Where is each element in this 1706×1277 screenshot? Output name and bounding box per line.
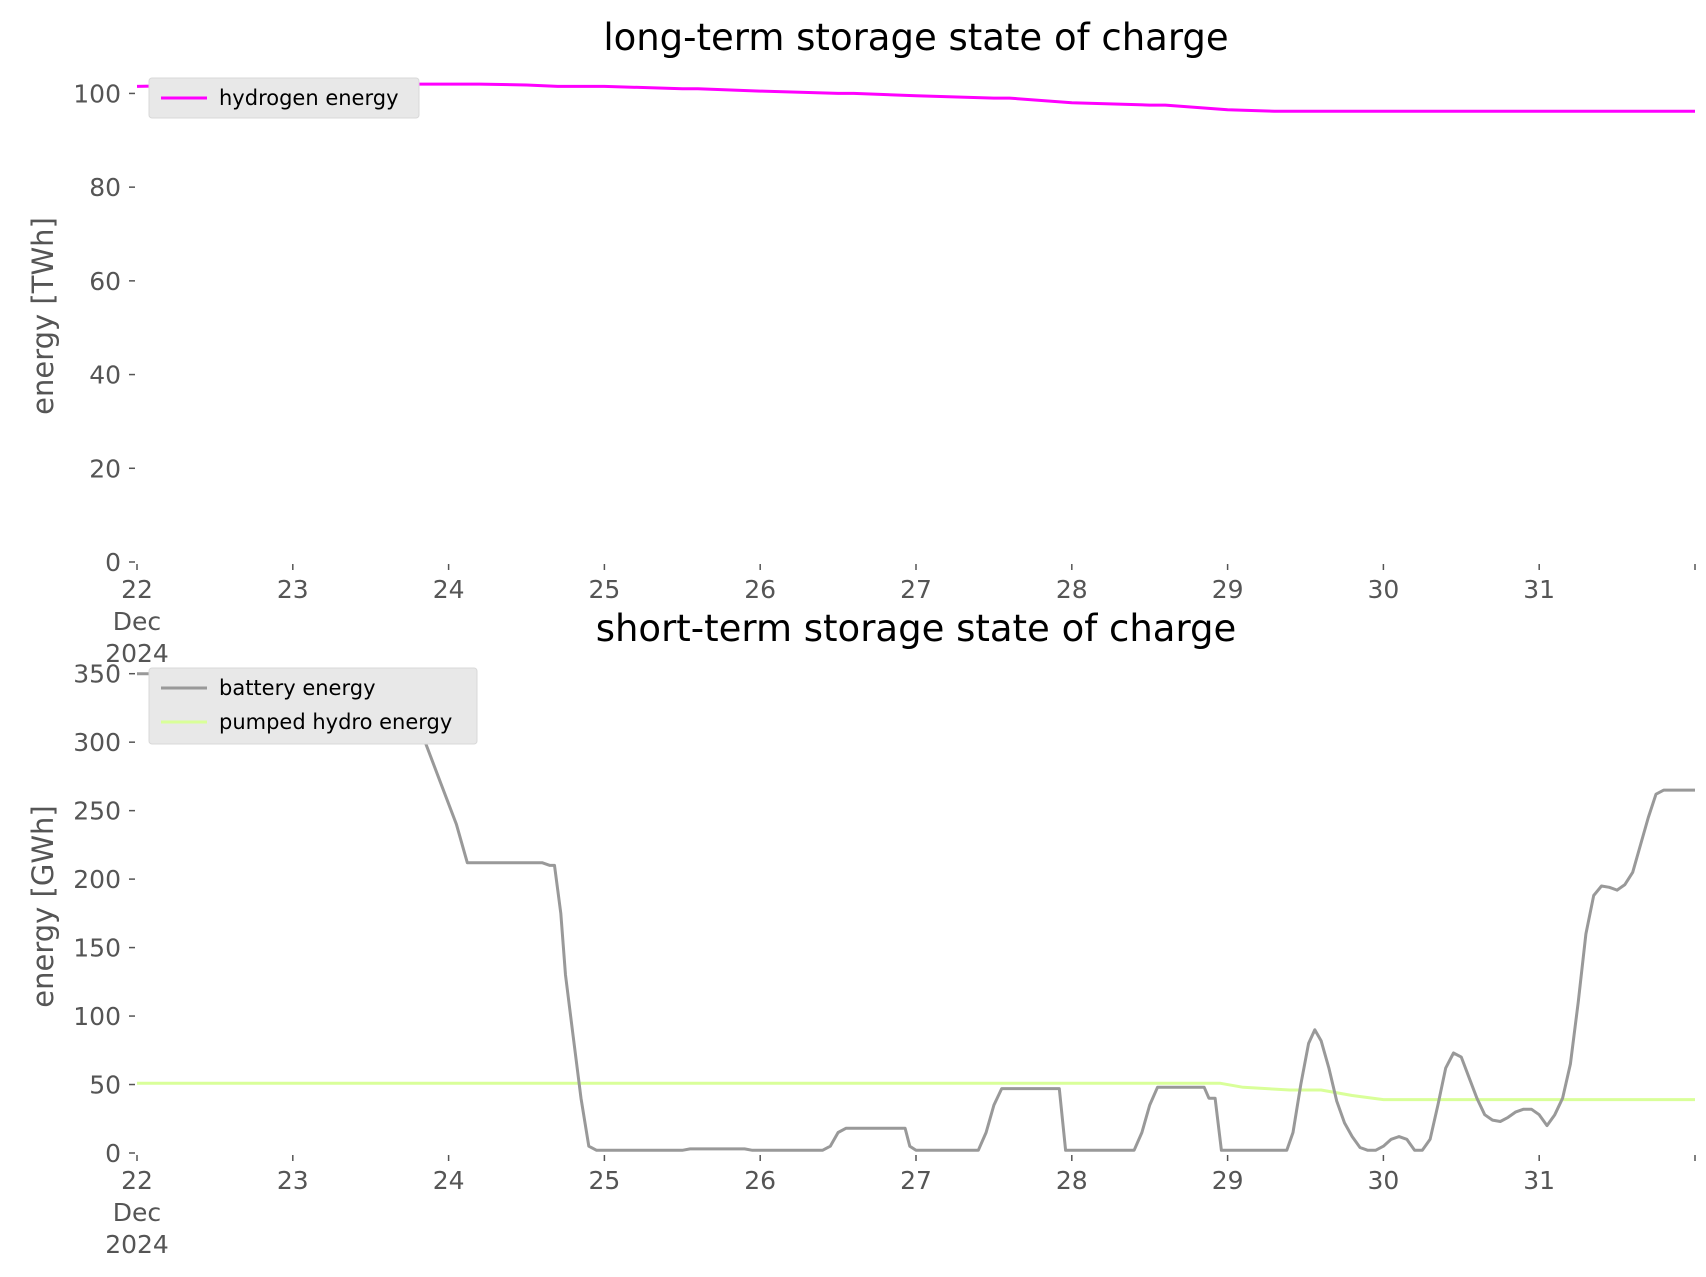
- series-group: [136, 82, 1695, 113]
- legend: battery energy pumped hydro energy: [148, 667, 478, 745]
- y-tick-label: 20: [89, 454, 121, 483]
- y-tick-label: 100: [73, 1002, 121, 1031]
- y-tick-label: 0: [105, 1139, 121, 1168]
- long-term-storage-chart: long-term storage state of charge energy…: [26, 16, 1696, 668]
- y-tick-label: 250: [73, 797, 121, 826]
- series-line-1: [137, 672, 1695, 1152]
- x-tick-label: 25: [588, 1166, 620, 1195]
- x-tick-sublabel: 2024: [105, 1230, 169, 1259]
- x-tick-label: 22: [121, 575, 153, 604]
- legend-label: hydrogen energy: [219, 86, 399, 110]
- legend-box: [148, 77, 420, 119]
- x-tick-label: 30: [1367, 575, 1399, 604]
- x-tick-label: 28: [1056, 1166, 1088, 1195]
- series-line-2: [137, 1081, 1695, 1102]
- x-tick-label: 25: [588, 575, 620, 604]
- short-term-storage-chart: short-term storage state of charge energ…: [26, 607, 1696, 1259]
- x-axis-ticks: 22 Dec 2024 23 24 25 26 27 28 29 30 31: [105, 564, 1696, 668]
- x-tick-sublabel: Dec: [113, 607, 161, 636]
- chart-title: long-term storage state of charge: [603, 16, 1228, 59]
- x-tick-sublabel: Dec: [113, 1198, 161, 1227]
- legend-label: battery energy: [219, 676, 376, 700]
- legend-box: [148, 667, 478, 745]
- legend: hydrogen energy: [148, 77, 420, 119]
- y-axis-ticks: 0 50 100 150 200 250 300 350: [73, 660, 135, 1168]
- legend-label: pumped hydro energy: [219, 710, 452, 734]
- x-tick-label: 29: [1212, 575, 1244, 604]
- x-tick-label: 22: [121, 1166, 153, 1195]
- series-group: [137, 672, 1695, 1152]
- y-tick-label: 80: [89, 173, 121, 202]
- x-tick-label: 27: [900, 575, 932, 604]
- chart-title: short-term storage state of charge: [596, 607, 1237, 650]
- y-axis-ticks: 0 20 40 60 80 100: [73, 79, 135, 577]
- y-tick-label: 150: [73, 934, 121, 963]
- x-tick-sublabel: 2024: [105, 639, 169, 668]
- x-tick-label: 31: [1523, 575, 1555, 604]
- x-tick-label: 29: [1212, 1166, 1244, 1195]
- x-tick-label: 27: [900, 1166, 932, 1195]
- y-tick-label: 300: [73, 728, 121, 757]
- x-tick-label: 23: [277, 1166, 309, 1195]
- y-tick-label: 350: [73, 660, 121, 689]
- x-tick-label: 26: [744, 1166, 776, 1195]
- y-tick-label: 200: [73, 865, 121, 894]
- x-tick-label: 24: [433, 575, 465, 604]
- x-tick-label: 24: [433, 1166, 465, 1195]
- y-axis-label: energy [GWh]: [26, 805, 60, 1007]
- y-tick-label: 0: [105, 548, 121, 577]
- y-axis-label: energy [TWh]: [26, 217, 60, 415]
- x-tick-label: 30: [1367, 1166, 1399, 1195]
- y-tick-label: 40: [89, 361, 121, 390]
- x-tick-label: 28: [1056, 575, 1088, 604]
- y-tick-label: 60: [89, 267, 121, 296]
- series-line-1: [136, 82, 1695, 113]
- x-tick-label: 26: [744, 575, 776, 604]
- y-tick-label: 50: [89, 1071, 121, 1100]
- x-axis-ticks: 22 Dec 2024 23 24 25 26 27 28 29 30 31: [105, 1155, 1696, 1259]
- x-tick-label: 23: [277, 575, 309, 604]
- y-tick-label: 100: [73, 79, 121, 108]
- x-tick-label: 31: [1523, 1166, 1555, 1195]
